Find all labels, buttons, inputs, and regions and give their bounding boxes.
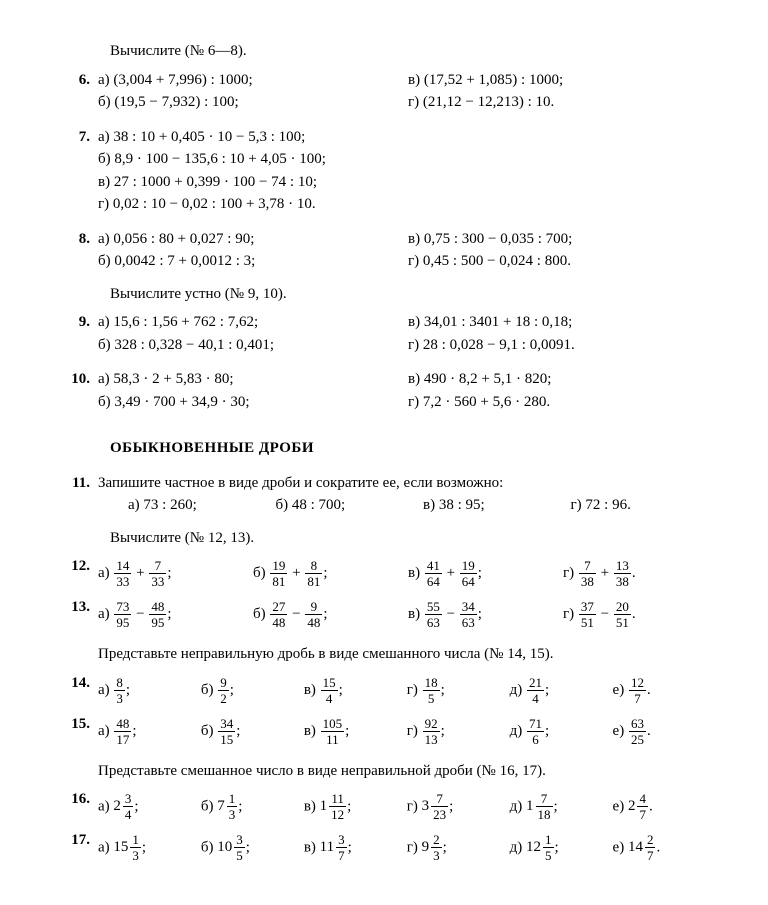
task-item: в) (17,52 + 1,085) : 1000; xyxy=(408,69,718,92)
task-item: в) 0,75 : 300 − 0,035 : 700; xyxy=(408,228,718,251)
instruction-9-10: Вычислите устно (№ 9, 10). xyxy=(110,283,718,306)
task-item: г) 0,45 : 500 − 0,024 : 800. xyxy=(408,250,718,273)
task-item: в) 4164 + 1964; xyxy=(408,555,563,592)
task-item: в) 34,01 : 3401 + 18 : 0,18; xyxy=(408,311,718,334)
task-item: в) 154; xyxy=(304,672,407,709)
task-16: 16. а) 234; б) 713; в) 11112; г) 3723; д… xyxy=(50,788,718,825)
task-number: 8. xyxy=(50,228,98,251)
task-item: в) 1137; xyxy=(304,829,407,866)
task-item: б) 48 : 700; xyxy=(276,494,424,517)
task-item: д) 1718; xyxy=(510,788,613,825)
instruction-6-8: Вычислите (№ 6—8). xyxy=(110,40,718,63)
section-heading: ОБЫКНОВЕННЫЕ ДРОБИ xyxy=(110,437,718,460)
task-item: г) 923; xyxy=(407,829,510,866)
task-7: 7. а) 38 : 10 + 0,405 · 10 − 5,3 : 100; … xyxy=(50,126,718,216)
task-item: а) 4817; xyxy=(98,713,201,750)
task-item: е) 247. xyxy=(613,788,716,825)
task-number: 10. xyxy=(50,368,98,391)
task-10: 10. а) 58,3 · 2 + 5,83 · 80; в) 490 · 8,… xyxy=(50,368,718,413)
task-item: в) 490 · 8,2 + 5,1 · 820; xyxy=(408,368,718,391)
task-number: 6. xyxy=(50,69,98,92)
task-item: б) 8,9 · 100 − 135,6 : 10 + 4,05 · 100; xyxy=(98,148,718,171)
task-number: 13. xyxy=(50,596,98,619)
task-item: а) 1513; xyxy=(98,829,201,866)
task-item: б) 1981 + 881; xyxy=(253,555,408,592)
task-item: г) (21,12 − 12,213) : 10. xyxy=(408,91,718,114)
task-item: в) 11112; xyxy=(304,788,407,825)
task-item: а) 1433 + 733; xyxy=(98,555,253,592)
task-item: г) 3723; xyxy=(407,788,510,825)
task-item: а) 234; xyxy=(98,788,201,825)
task-item: а) 7395 − 4895; xyxy=(98,596,253,633)
task-item: е) 6325. xyxy=(613,713,716,750)
task-item: г) 72 : 96. xyxy=(571,494,719,517)
task-item: а) 15,6 : 1,56 + 762 : 7,62; xyxy=(98,311,408,334)
task-item: г) 9213; xyxy=(407,713,510,750)
task-9: 9. а) 15,6 : 1,56 + 762 : 7,62; в) 34,01… xyxy=(50,311,718,356)
task-item: в) 10511; xyxy=(304,713,407,750)
task-item: г) 0,02 : 10 − 0,02 : 100 + 3,78 · 10. xyxy=(98,193,718,216)
task-text: Запишите частное в виде дроби и сократит… xyxy=(98,472,718,495)
task-item: а) 38 : 10 + 0,405 · 10 − 5,3 : 100; xyxy=(98,126,718,149)
task-number: 15. xyxy=(50,713,98,736)
task-item: е) 127. xyxy=(613,672,716,709)
task-item: а) (3,004 + 7,996) : 1000; xyxy=(98,69,408,92)
task-item: г) 738 + 1338. xyxy=(563,555,718,592)
task-item: в) 5563 − 3463; xyxy=(408,596,563,633)
task-item: г) 7,2 · 560 + 5,6 · 280. xyxy=(408,391,718,414)
task-item: б) 1035; xyxy=(201,829,304,866)
instruction-16-17: Представьте смешанное число в виде непра… xyxy=(98,760,718,783)
task-item: д) 716; xyxy=(510,713,613,750)
task-item: д) 1215; xyxy=(510,829,613,866)
task-item: г) 185; xyxy=(407,672,510,709)
task-15: 15. а) 4817; б) 3415; в) 10511; г) 9213;… xyxy=(50,713,718,750)
task-17: 17. а) 1513; б) 1035; в) 1137; г) 923; д… xyxy=(50,829,718,866)
task-12: 12. а) 1433 + 733; б) 1981 + 881; в) 416… xyxy=(50,555,718,592)
task-8: 8. а) 0,056 : 80 + 0,027 : 90; в) 0,75 :… xyxy=(50,228,718,273)
task-item: д) 214; xyxy=(510,672,613,709)
task-item: б) 328 : 0,328 − 40,1 : 0,401; xyxy=(98,334,408,357)
task-number: 16. xyxy=(50,788,98,811)
task-item: в) 38 : 95; xyxy=(423,494,571,517)
task-6: 6. а) (3,004 + 7,996) : 1000; в) (17,52 … xyxy=(50,69,718,114)
task-item: е) 1427. xyxy=(613,829,716,866)
task-item: б) 0,0042 : 7 + 0,0012 : 3; xyxy=(98,250,408,273)
task-item: в) 27 : 1000 + 0,399 · 100 − 74 : 10; xyxy=(98,171,718,194)
task-13: 13. а) 7395 − 4895; б) 2748 − 948; в) 55… xyxy=(50,596,718,633)
task-item: б) 2748 − 948; xyxy=(253,596,408,633)
task-11: 11. Запишите частное в виде дроби и сокр… xyxy=(50,472,718,517)
task-number: 9. xyxy=(50,311,98,334)
task-item: б) (19,5 − 7,932) : 100; xyxy=(98,91,408,114)
task-item: г) 28 : 0,028 − 9,1 : 0,0091. xyxy=(408,334,718,357)
task-item: а) 83; xyxy=(98,672,201,709)
task-number: 11. xyxy=(50,472,98,495)
task-14: 14. а) 83; б) 92; в) 154; г) 185; д) 214… xyxy=(50,672,718,709)
instruction-14-15: Представьте неправильную дробь в виде см… xyxy=(98,643,718,666)
task-item: г) 3751 − 2051. xyxy=(563,596,718,633)
task-item: б) 3,49 · 700 + 34,9 · 30; xyxy=(98,391,408,414)
task-number: 17. xyxy=(50,829,98,852)
task-item: б) 92; xyxy=(201,672,304,709)
task-number: 7. xyxy=(50,126,98,149)
task-item: б) 713; xyxy=(201,788,304,825)
task-item: а) 73 : 260; xyxy=(128,494,276,517)
instruction-12-13: Вычислите (№ 12, 13). xyxy=(110,527,718,550)
task-item: а) 0,056 : 80 + 0,027 : 90; xyxy=(98,228,408,251)
task-item: а) 58,3 · 2 + 5,83 · 80; xyxy=(98,368,408,391)
task-item: б) 3415; xyxy=(201,713,304,750)
task-number: 14. xyxy=(50,672,98,695)
task-number: 12. xyxy=(50,555,98,578)
